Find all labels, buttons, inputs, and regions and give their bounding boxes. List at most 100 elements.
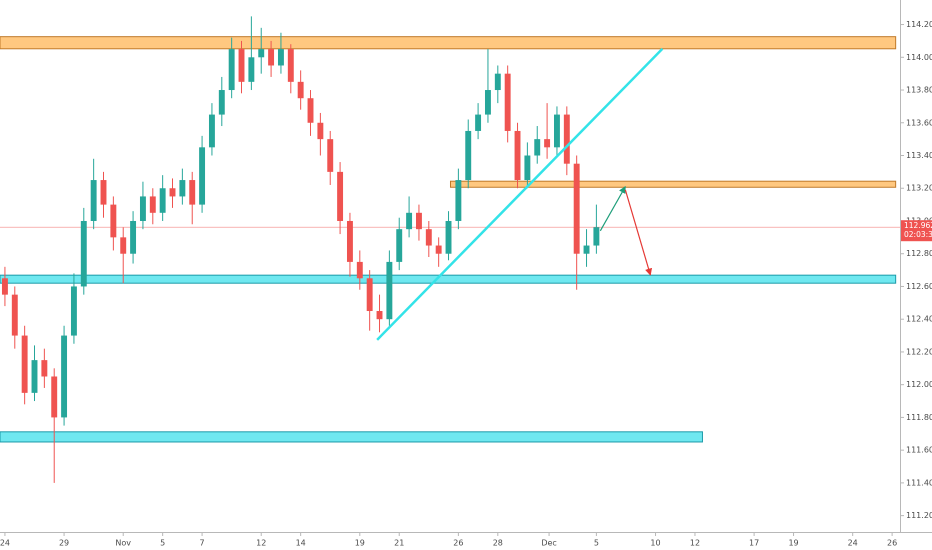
- y-tick-label: 112.200: [906, 347, 932, 356]
- candle-body: [248, 57, 255, 82]
- candle-body: [228, 49, 235, 91]
- y-tick-label: 112.600: [906, 282, 932, 291]
- last-price-box: [901, 220, 932, 242]
- candle-body: [376, 311, 383, 320]
- candle-body: [514, 130, 521, 181]
- candle-body: [297, 81, 304, 99]
- candle-body: [159, 188, 166, 213]
- zone: [0, 36, 897, 50]
- candle-body: [189, 180, 196, 205]
- zone: [449, 180, 897, 188]
- candle-body: [475, 114, 482, 131]
- x-tick-label: 29: [59, 539, 69, 548]
- arrow: [599, 185, 626, 232]
- candle-body: [415, 212, 422, 230]
- candle-body: [524, 155, 531, 181]
- y-tick-label: 113.400: [906, 151, 932, 160]
- y-tick-label: 111.400: [906, 478, 932, 487]
- arrow: [624, 189, 653, 276]
- candle-body: [494, 73, 501, 91]
- x-tick-label: 21: [394, 539, 404, 548]
- candle-body: [70, 286, 77, 336]
- candle-body: [396, 229, 403, 262]
- candle-body: [573, 163, 580, 254]
- candle-body: [287, 49, 294, 82]
- candle-body: [31, 360, 38, 393]
- zone: [0, 274, 897, 284]
- y-tick-label: 112.400: [906, 315, 932, 324]
- candle-body: [149, 196, 156, 213]
- x-tick-label: 14: [296, 539, 306, 548]
- candle-body: [1, 278, 8, 295]
- candle-body: [61, 335, 68, 418]
- candle-body: [563, 114, 570, 164]
- x-tick-label: 10: [650, 539, 660, 548]
- y-tick-label: 113.800: [906, 86, 932, 95]
- candle-body: [317, 122, 324, 140]
- y-tick-label: 114.000: [906, 53, 932, 62]
- x-tick-label: 12: [256, 539, 266, 548]
- candle-body: [435, 245, 442, 254]
- candle-body: [593, 227, 600, 246]
- candle-body: [51, 376, 58, 418]
- trend-line: [376, 47, 664, 341]
- candle-body: [169, 188, 176, 197]
- candle-body: [130, 220, 137, 254]
- x-tick-label: 5: [160, 539, 165, 548]
- candle-body: [346, 220, 353, 262]
- candle-body: [110, 204, 117, 238]
- y-tick-label: 111.600: [906, 446, 932, 455]
- candle-body: [218, 90, 225, 115]
- candle-body: [386, 261, 393, 320]
- candle-body: [356, 261, 363, 279]
- candle-body: [139, 196, 146, 221]
- candle-body: [120, 237, 127, 254]
- candle-body: [277, 49, 284, 66]
- candle-body: [100, 180, 107, 205]
- x-tick-label: Dec: [541, 539, 556, 548]
- x-tick-label: Nov: [115, 539, 131, 548]
- x-tick-label: 5: [594, 539, 599, 548]
- candle-body: [90, 180, 97, 221]
- candle-body: [80, 220, 87, 287]
- candle-body: [425, 229, 432, 246]
- candle-body: [268, 49, 275, 66]
- countdown-label: 02:03:39: [904, 230, 932, 239]
- candle-body: [41, 360, 48, 377]
- candle-body: [238, 49, 245, 82]
- candle-body: [11, 294, 18, 336]
- x-tick-label: 19: [788, 539, 798, 548]
- x-tick-label: 24: [848, 539, 858, 548]
- y-tick-label: 114.200: [906, 20, 932, 29]
- x-tick-label: 26: [887, 539, 897, 548]
- y-tick-label: 111.200: [906, 511, 932, 520]
- candle-body: [307, 98, 314, 123]
- candle-body: [21, 335, 28, 393]
- x-tick-label: 12: [690, 539, 700, 548]
- x-tick-label: 19: [355, 539, 365, 548]
- candle-body: [445, 220, 452, 254]
- y-tick-label: 112.800: [906, 249, 932, 258]
- y-tick-label: 113.200: [906, 184, 932, 193]
- candle-body: [583, 245, 590, 254]
- candle-body: [406, 212, 413, 230]
- candle-body: [455, 180, 462, 221]
- candle-body: [366, 278, 373, 312]
- candle-body: [484, 90, 491, 115]
- candle-body: [544, 139, 551, 148]
- x-tick-label: 26: [453, 539, 463, 548]
- last-price-label: 112.962: [904, 221, 932, 230]
- candle-body: [504, 73, 511, 131]
- candle-body: [465, 130, 472, 181]
- candle-body: [337, 171, 344, 221]
- x-tick-label: 28: [493, 539, 503, 548]
- y-tick-label: 113.600: [906, 118, 932, 127]
- x-tick-label: 7: [200, 539, 205, 548]
- candle-body: [258, 49, 265, 58]
- candle-body: [199, 147, 206, 205]
- candle-body: [553, 114, 560, 148]
- candle-body: [534, 139, 541, 156]
- y-tick-label: 111.800: [906, 413, 932, 422]
- x-tick-label: 17: [749, 539, 759, 548]
